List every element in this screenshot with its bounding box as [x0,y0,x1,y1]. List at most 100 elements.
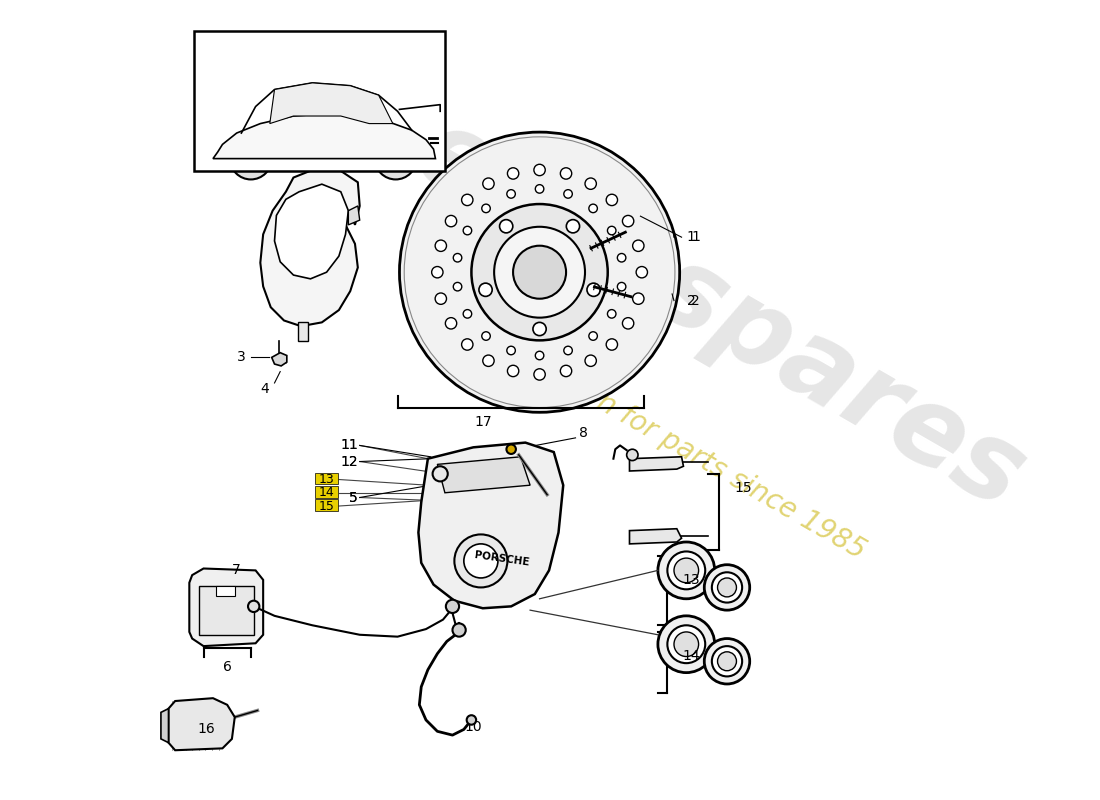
Text: 13: 13 [682,573,700,587]
Polygon shape [161,709,168,742]
Circle shape [717,578,737,597]
Text: 16: 16 [198,722,216,737]
Bar [316,486,338,498]
Circle shape [499,220,513,233]
Circle shape [453,626,461,634]
Text: 11: 11 [340,438,358,453]
Circle shape [606,194,617,206]
Circle shape [606,339,617,350]
Text: 4: 4 [261,382,270,396]
Circle shape [623,318,634,329]
Polygon shape [275,184,349,279]
Circle shape [534,369,546,380]
Circle shape [564,346,572,354]
Circle shape [536,185,543,193]
Circle shape [617,254,626,262]
Circle shape [432,466,448,482]
Circle shape [534,164,546,176]
Polygon shape [270,83,393,123]
Circle shape [466,715,476,725]
Circle shape [453,254,462,262]
Circle shape [230,138,272,179]
Circle shape [704,638,750,684]
Circle shape [452,623,465,637]
Text: a passion for parts since 1985: a passion for parts since 1985 [493,330,870,564]
Circle shape [506,445,516,454]
Circle shape [494,226,585,318]
Text: 8: 8 [579,426,587,440]
Bar [194,31,444,171]
Circle shape [462,194,473,206]
Circle shape [717,652,737,670]
Circle shape [462,339,473,350]
Polygon shape [418,442,563,608]
Circle shape [712,646,743,677]
Text: 5: 5 [349,490,358,505]
Circle shape [248,601,260,612]
Circle shape [246,154,255,163]
Circle shape [483,355,494,366]
Circle shape [472,204,607,340]
Circle shape [507,346,515,354]
Circle shape [464,544,498,578]
Text: 1: 1 [691,230,700,244]
Text: 12: 12 [340,454,358,469]
Text: 14: 14 [319,486,334,499]
Polygon shape [438,457,530,493]
Circle shape [588,204,597,213]
Circle shape [436,240,447,251]
Text: 10: 10 [464,719,482,734]
Circle shape [560,168,572,179]
Circle shape [482,332,491,340]
Circle shape [607,310,616,318]
Circle shape [585,178,596,190]
Polygon shape [272,353,287,366]
Text: 14: 14 [682,649,700,662]
Text: 2: 2 [686,294,695,308]
Text: 1: 1 [686,230,695,244]
Text: PORSCHE: PORSCHE [474,550,530,568]
Polygon shape [261,168,360,326]
Circle shape [482,204,491,213]
Circle shape [658,542,715,598]
Circle shape [375,138,417,179]
Polygon shape [629,529,682,544]
Circle shape [704,565,750,610]
Text: 3: 3 [236,350,245,365]
Bar [316,473,338,484]
Circle shape [446,318,456,329]
Circle shape [453,282,462,291]
Circle shape [632,240,644,251]
Bar [316,499,338,510]
Circle shape [536,351,543,360]
Circle shape [636,266,648,278]
Text: 15: 15 [319,499,334,513]
Circle shape [674,558,698,582]
Polygon shape [629,457,683,471]
Circle shape [623,215,634,226]
Circle shape [294,218,331,256]
Circle shape [478,283,492,296]
Polygon shape [189,569,263,646]
Circle shape [483,178,494,190]
Circle shape [436,293,447,304]
Circle shape [658,616,715,673]
Text: 2: 2 [691,294,700,308]
Polygon shape [199,586,254,634]
Circle shape [674,632,698,657]
Text: 12: 12 [340,454,358,469]
Circle shape [668,626,705,663]
Circle shape [463,310,472,318]
Circle shape [564,190,572,198]
Circle shape [607,226,616,235]
Polygon shape [216,586,234,596]
Circle shape [588,332,597,340]
Circle shape [240,147,262,170]
Circle shape [454,534,507,587]
Circle shape [399,132,680,412]
Circle shape [446,600,459,613]
Text: 7: 7 [232,563,241,578]
Polygon shape [213,114,436,158]
Polygon shape [298,322,308,342]
Circle shape [532,322,547,336]
